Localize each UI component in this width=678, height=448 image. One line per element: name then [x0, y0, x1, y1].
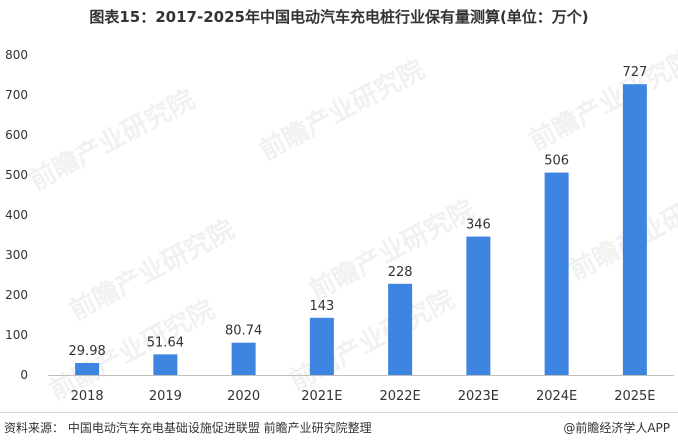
x-tick-label: 2024E	[536, 389, 577, 404]
y-tick-label: 100	[5, 328, 28, 342]
y-axis: 0 100 200 300 400 500 600 700 800	[5, 48, 28, 382]
y-tick-label: 800	[5, 48, 28, 62]
data-label: 143	[309, 299, 334, 314]
footer-divider	[0, 412, 678, 413]
bar-2024E	[544, 172, 569, 375]
x-tick-label: 2018	[71, 389, 104, 404]
y-tick-label: 400	[5, 208, 28, 222]
chart-title: 图表15：2017-2025年中国电动汽车充电桩行业保有量测算(单位：万个)	[89, 8, 589, 26]
bars: 29.98 51.64 80.74 143 228 346 506 727	[69, 65, 647, 375]
bar-2022E	[388, 283, 413, 375]
x-tick-label: 2023E	[458, 389, 499, 404]
y-tick-label: 600	[5, 128, 28, 142]
y-tick-label: 200	[5, 288, 28, 302]
bar-2023E	[466, 236, 491, 375]
bar-2019	[153, 354, 178, 375]
bar-2025E	[622, 84, 647, 375]
data-label: 228	[388, 265, 413, 280]
data-label: 80.74	[225, 324, 262, 339]
brand-credit: @前瞻经济学人APP	[563, 421, 670, 435]
x-axis: 2018 2019 2020 2021E 2022E 2023E 2024E 2025E	[48, 375, 674, 404]
bar-2018	[75, 363, 100, 375]
y-tick-label: 700	[5, 88, 28, 102]
data-label: 506	[544, 154, 569, 169]
data-label: 29.98	[69, 344, 106, 359]
x-tick-label: 2022E	[379, 389, 420, 404]
x-tick-label: 2021E	[301, 389, 342, 404]
bar-2021E	[309, 317, 334, 375]
bar-2020	[231, 342, 256, 375]
data-label: 51.64	[147, 335, 184, 350]
x-tick-label: 2020	[227, 389, 260, 404]
x-tick-label: 2025E	[614, 389, 655, 404]
y-tick-label: 500	[5, 168, 28, 182]
data-label: 727	[622, 65, 647, 80]
y-tick-label: 300	[5, 248, 28, 262]
source-note: 资料来源： 中国电动汽车充电基础设施促进联盟 前瞻产业研究院整理	[4, 421, 372, 435]
x-tick-label: 2019	[149, 389, 182, 404]
y-tick-label: 0	[20, 368, 28, 382]
data-label: 346	[466, 218, 491, 233]
